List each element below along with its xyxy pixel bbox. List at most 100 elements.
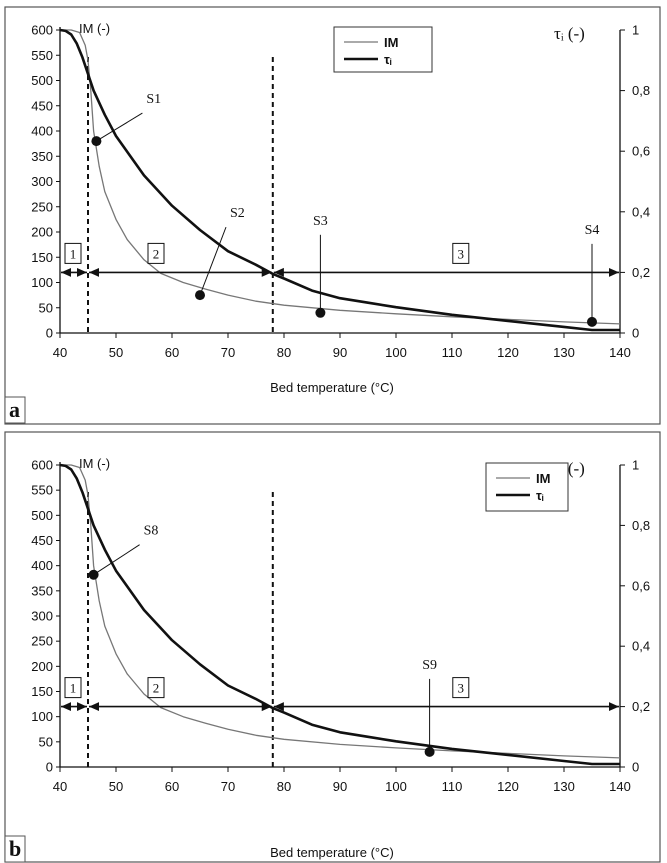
y-left-axis-title: IM (-) <box>79 456 110 471</box>
x-tick-label: 40 <box>53 779 67 794</box>
x-tick-label: 110 <box>442 345 463 360</box>
sample-label: S3 <box>313 214 328 229</box>
y-right-tick-label: 0,6 <box>632 578 650 593</box>
im-series-line <box>60 464 621 759</box>
x-tick-label: 120 <box>497 345 519 360</box>
zone-label: 2 <box>153 681 160 696</box>
y-right-tick-label: 0,6 <box>632 144 650 159</box>
sample-point <box>587 316 597 327</box>
sample-leader-line <box>93 544 140 576</box>
y-left-tick-label: 100 <box>31 709 53 724</box>
x-tick-label: 140 <box>609 779 631 794</box>
y-left-tick-label: 250 <box>31 634 53 649</box>
zone-label-box <box>147 677 165 699</box>
x-tick-label: 100 <box>385 779 407 794</box>
sample-label: S1 <box>146 92 161 107</box>
y-right-tick-label: 0,4 <box>632 204 650 219</box>
y-left-tick-label: 50 <box>39 734 53 749</box>
y-right-tick-label: 0,8 <box>632 83 650 98</box>
panel-letter: a <box>9 397 20 422</box>
legend-label: IM <box>536 471 550 486</box>
sample-point <box>88 569 99 580</box>
sample-point <box>91 136 102 147</box>
legend-label: τᵢ <box>536 488 544 503</box>
y-left-tick-label: 50 <box>39 300 53 315</box>
panel-frame <box>4 6 661 425</box>
legend-box <box>333 26 433 73</box>
legend-label: τᵢ <box>384 52 392 67</box>
zone-label-box <box>64 677 82 699</box>
sample-leader-line <box>199 226 227 296</box>
chart-panel-b: 05010015020025030035040045050055060000,2… <box>4 431 661 863</box>
chart-panel-a: 05010015020025030035040045050055060000,2… <box>4 6 661 425</box>
y-left-tick-label: 500 <box>31 508 53 523</box>
y-left-tick-label: 0 <box>46 760 53 775</box>
y-left-axis-title: IM (-) <box>79 21 110 36</box>
legend-box <box>485 462 569 512</box>
y-left-tick-label: 350 <box>31 149 53 164</box>
zone-label: 2 <box>153 246 160 261</box>
y-right-tick-label: 0,2 <box>632 265 650 280</box>
x-tick-label: 40 <box>53 345 67 360</box>
y-left-tick-label: 600 <box>31 23 53 38</box>
sample-label: S9 <box>422 658 437 673</box>
sample-leader-line <box>96 112 143 142</box>
y-left-tick-label: 150 <box>31 684 53 699</box>
sample-point <box>315 307 326 318</box>
y-right-tick-label: 1 <box>632 23 639 38</box>
x-tick-label: 50 <box>109 779 123 794</box>
y-left-tick-label: 150 <box>31 250 53 265</box>
y-right-tick-label: 0,8 <box>632 518 650 533</box>
x-tick-label: 80 <box>277 345 291 360</box>
y-right-tick-label: 0 <box>632 760 639 775</box>
panel-frame <box>4 431 661 863</box>
x-tick-label: 50 <box>109 345 123 360</box>
y-left-tick-label: 250 <box>31 199 53 214</box>
legend-label: IM <box>384 35 398 50</box>
y-left-tick-label: 450 <box>31 533 53 548</box>
x-tick-label: 60 <box>165 779 179 794</box>
sample-label: S2 <box>230 206 245 221</box>
y-left-tick-label: 600 <box>31 458 53 473</box>
sample-label: S8 <box>144 524 159 539</box>
y-right-tick-label: 0 <box>632 326 639 341</box>
zone-label: 1 <box>70 681 77 696</box>
x-tick-label: 100 <box>385 345 407 360</box>
y-left-tick-label: 500 <box>31 73 53 88</box>
im-series-line <box>60 29 621 325</box>
tau-series-line <box>59 463 620 766</box>
y-right-tick-label: 0,2 <box>632 699 650 714</box>
sample-label: S4 <box>585 223 600 238</box>
sample-point <box>195 290 205 301</box>
x-tick-label: 130 <box>553 779 575 794</box>
y-right-tick-label: 1 <box>632 458 639 473</box>
y-right-axis-title: τᵢ (-) <box>554 24 585 43</box>
panel-letter: b <box>9 836 21 861</box>
panel-letter-box <box>4 396 26 424</box>
x-tick-label: 110 <box>442 779 463 794</box>
zone-label: 1 <box>70 246 77 261</box>
y-left-tick-label: 200 <box>31 225 53 240</box>
x-tick-label: 90 <box>333 345 347 360</box>
y-left-tick-label: 350 <box>31 583 53 598</box>
zone-label: 3 <box>458 246 465 261</box>
y-left-tick-label: 100 <box>31 275 53 290</box>
x-tick-label: 120 <box>497 779 519 794</box>
zone-label-box <box>64 242 82 264</box>
panel-letter-box <box>4 835 26 863</box>
x-tick-label: 70 <box>221 779 235 794</box>
y-left-tick-label: 300 <box>31 174 53 189</box>
x-tick-label: 70 <box>221 345 235 360</box>
y-right-tick-label: 0,4 <box>632 639 650 654</box>
x-tick-label: 80 <box>277 779 291 794</box>
y-left-tick-label: 400 <box>31 558 53 573</box>
zone-label: 3 <box>458 681 465 696</box>
x-tick-label: 60 <box>165 345 179 360</box>
y-left-tick-label: 200 <box>31 659 53 674</box>
y-left-tick-label: 300 <box>31 609 53 624</box>
x-tick-label: 130 <box>553 345 575 360</box>
zone-label-box <box>452 242 470 264</box>
tau-series-line <box>59 28 620 332</box>
